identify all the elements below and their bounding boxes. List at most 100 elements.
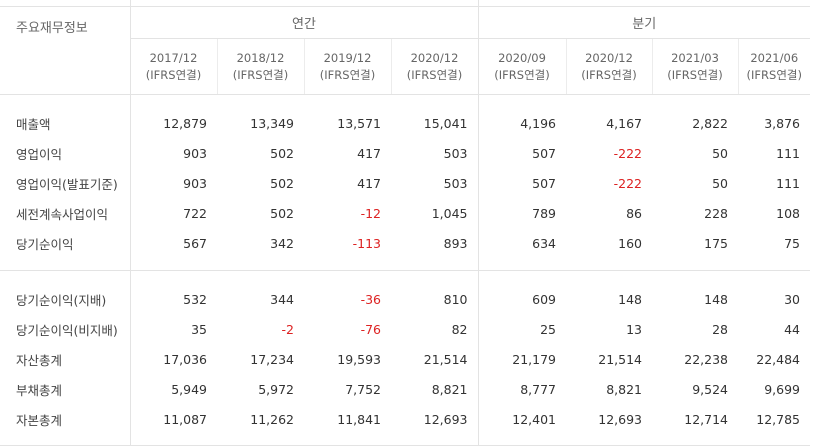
row-label: 매출액 — [16, 116, 51, 132]
period-header: 2020/12 (IFRS연결) — [390, 38, 478, 95]
row-label: 당기순이익 — [16, 236, 74, 252]
period-basis: (IFRS연결) — [145, 67, 202, 82]
table-cell: 903 — [129, 168, 217, 198]
table-row: 자산총계 17,036 17,234 19,593 21,514 21,179 21,514… — [0, 344, 810, 374]
table-cell: 4,196 — [477, 108, 566, 138]
table-cell: 35 — [129, 314, 217, 344]
table-cell: 9,699 — [764, 381, 800, 397]
table-cell: -36 — [360, 291, 381, 307]
table-cell: 148 — [704, 291, 728, 307]
table-cell: 344 — [270, 291, 294, 307]
table-cell: 893 — [443, 235, 468, 251]
table-cell: 111 — [776, 175, 800, 191]
table-cell: -113 — [352, 235, 381, 251]
table-cell: 75 — [784, 235, 800, 251]
table-cell: 903 — [129, 138, 217, 168]
period-header: 2021/03 (IFRS연결) — [651, 38, 738, 95]
table-cell: 502 — [270, 205, 294, 221]
table-cell: 22,484 — [756, 351, 800, 367]
table-cell: 12,693 — [423, 411, 468, 427]
table-cell: -12 — [360, 205, 381, 221]
table-cell: 148 — [618, 291, 642, 307]
table-row: 영업이익 903 502 417 503 507 -222 50 111 — [0, 138, 810, 168]
table-cell: -76 — [360, 321, 381, 337]
table-cell: 417 — [357, 145, 381, 161]
table-cell: 13,349 — [250, 115, 294, 131]
table-cell: 160 — [618, 235, 642, 251]
table-cell: 5,972 — [258, 381, 294, 397]
table-cell: 8,777 — [477, 374, 566, 404]
table-cell: 503 — [443, 175, 468, 191]
row-label: 자본총계 — [16, 412, 63, 428]
annual-header: 연간 — [129, 6, 478, 39]
period-date: 2020/09 — [498, 50, 546, 65]
period-header: 2021/06 (IFRS연결) — [737, 38, 810, 95]
table-row: 세전계속사업이익 722 502 -12 1,045 789 86 228 108 — [0, 198, 810, 228]
table-cell: 5,949 — [129, 374, 217, 404]
table-row: 영업이익(발표기준) 903 502 417 503 507 -222 50 111 — [0, 168, 810, 198]
period-date: 2020/12 — [585, 50, 633, 65]
table-cell: 503 — [443, 145, 468, 161]
row-label: 부채총계 — [16, 382, 63, 398]
table-cell: 28 — [712, 321, 728, 337]
table-cell: 4,167 — [606, 115, 642, 131]
period-basis: (IFRS연결) — [746, 67, 802, 82]
table-cell: 567 — [129, 228, 217, 258]
table-row: 당기순이익(지배) 532 344 -36 810 609 148 148 30 — [0, 284, 810, 314]
table-cell: 11,841 — [337, 411, 381, 427]
quarterly-header: 분기 — [477, 6, 810, 39]
period-date: 2019/12 — [323, 50, 372, 65]
table-cell: 12,879 — [129, 108, 217, 138]
table-cell: 13 — [626, 321, 642, 337]
table-cell: 50 — [712, 145, 728, 161]
table-cell: 1,045 — [431, 205, 468, 221]
table-cell: 111 — [776, 145, 800, 161]
period-header: 2018/12 (IFRS연결) — [216, 38, 304, 95]
table-cell: 11,262 — [250, 411, 294, 427]
table-cell: 86 — [626, 205, 642, 221]
table-cell: 228 — [704, 205, 728, 221]
table-row: 매출액 12,879 13,349 13,571 15,041 4,196 4,167 2,8… — [0, 108, 810, 138]
table-cell: 7,752 — [345, 381, 381, 397]
period-basis: (IFRS연결) — [406, 67, 463, 82]
table-cell: 12,785 — [756, 411, 800, 427]
table-cell: 21,514 — [423, 351, 468, 367]
table-cell: 44 — [784, 321, 800, 337]
table-cell: 12,693 — [598, 411, 642, 427]
table-cell: 25 — [477, 314, 566, 344]
table-row: 당기순이익(비지배) 35 -2 -76 82 25 13 28 44 — [0, 314, 810, 344]
table-cell: 609 — [477, 284, 566, 314]
table-cell: 17,036 — [129, 344, 217, 374]
table-cell: 532 — [129, 284, 217, 314]
table-cell: 502 — [270, 145, 294, 161]
table-cell: 3,876 — [764, 115, 800, 131]
period-header: 2019/12 (IFRS연결) — [303, 38, 391, 95]
period-header: 2020/09 (IFRS연결) — [477, 38, 566, 95]
table-cell: 12,714 — [684, 411, 728, 427]
table-cell: 8,821 — [431, 381, 468, 397]
table-cell: 8,821 — [606, 381, 642, 397]
period-date: 2021/06 — [750, 50, 799, 65]
table-cell: 810 — [443, 291, 468, 307]
table-cell: 2,822 — [692, 115, 728, 131]
table-cell: 417 — [357, 175, 381, 191]
table-cell: 21,179 — [477, 344, 566, 374]
table-cell: 502 — [270, 175, 294, 191]
table-row: 자본총계 11,087 11,262 11,841 12,693 12,401 12,693… — [0, 404, 810, 434]
table-body: 매출액 12,879 13,349 13,571 15,041 4,196 4,167 2,8… — [0, 94, 810, 446]
table-cell: 175 — [704, 235, 728, 251]
table-cell: 342 — [270, 235, 294, 251]
row-label: 영업이익(발표기준) — [16, 176, 118, 192]
table-cell: 50 — [712, 175, 728, 191]
table-cell: 19,593 — [337, 351, 381, 367]
table-cell: 634 — [477, 228, 566, 258]
table-cell: 11,087 — [129, 404, 217, 434]
row-label: 세전계속사업이익 — [16, 206, 109, 222]
row-label: 당기순이익(비지배) — [16, 322, 118, 338]
table-cell: 108 — [776, 205, 800, 221]
row-label: 자산총계 — [16, 352, 63, 368]
period-basis: (IFRS연결) — [232, 67, 289, 82]
table-cell: 9,524 — [692, 381, 728, 397]
table-cell: -222 — [613, 145, 642, 161]
